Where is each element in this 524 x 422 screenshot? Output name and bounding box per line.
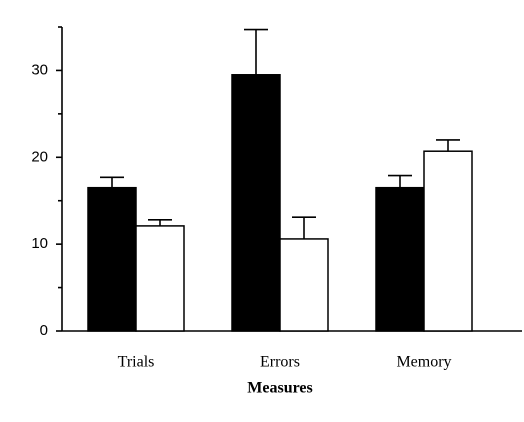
y-tick-label: 10 — [31, 235, 48, 252]
x-tick-label: Memory — [396, 354, 451, 371]
y-tick-label: 0 — [40, 322, 48, 339]
bar — [423, 150, 473, 332]
y-tick-label: 30 — [31, 61, 48, 78]
y-tick-label: 20 — [31, 148, 48, 165]
bar — [231, 74, 281, 332]
x-tick-label: Errors — [260, 354, 300, 371]
bar — [279, 238, 329, 332]
x-tick-label: Trials — [118, 354, 155, 371]
x-axis-label: Measures — [247, 380, 312, 397]
bar — [375, 186, 425, 332]
bar — [135, 225, 185, 332]
bar — [87, 186, 137, 332]
